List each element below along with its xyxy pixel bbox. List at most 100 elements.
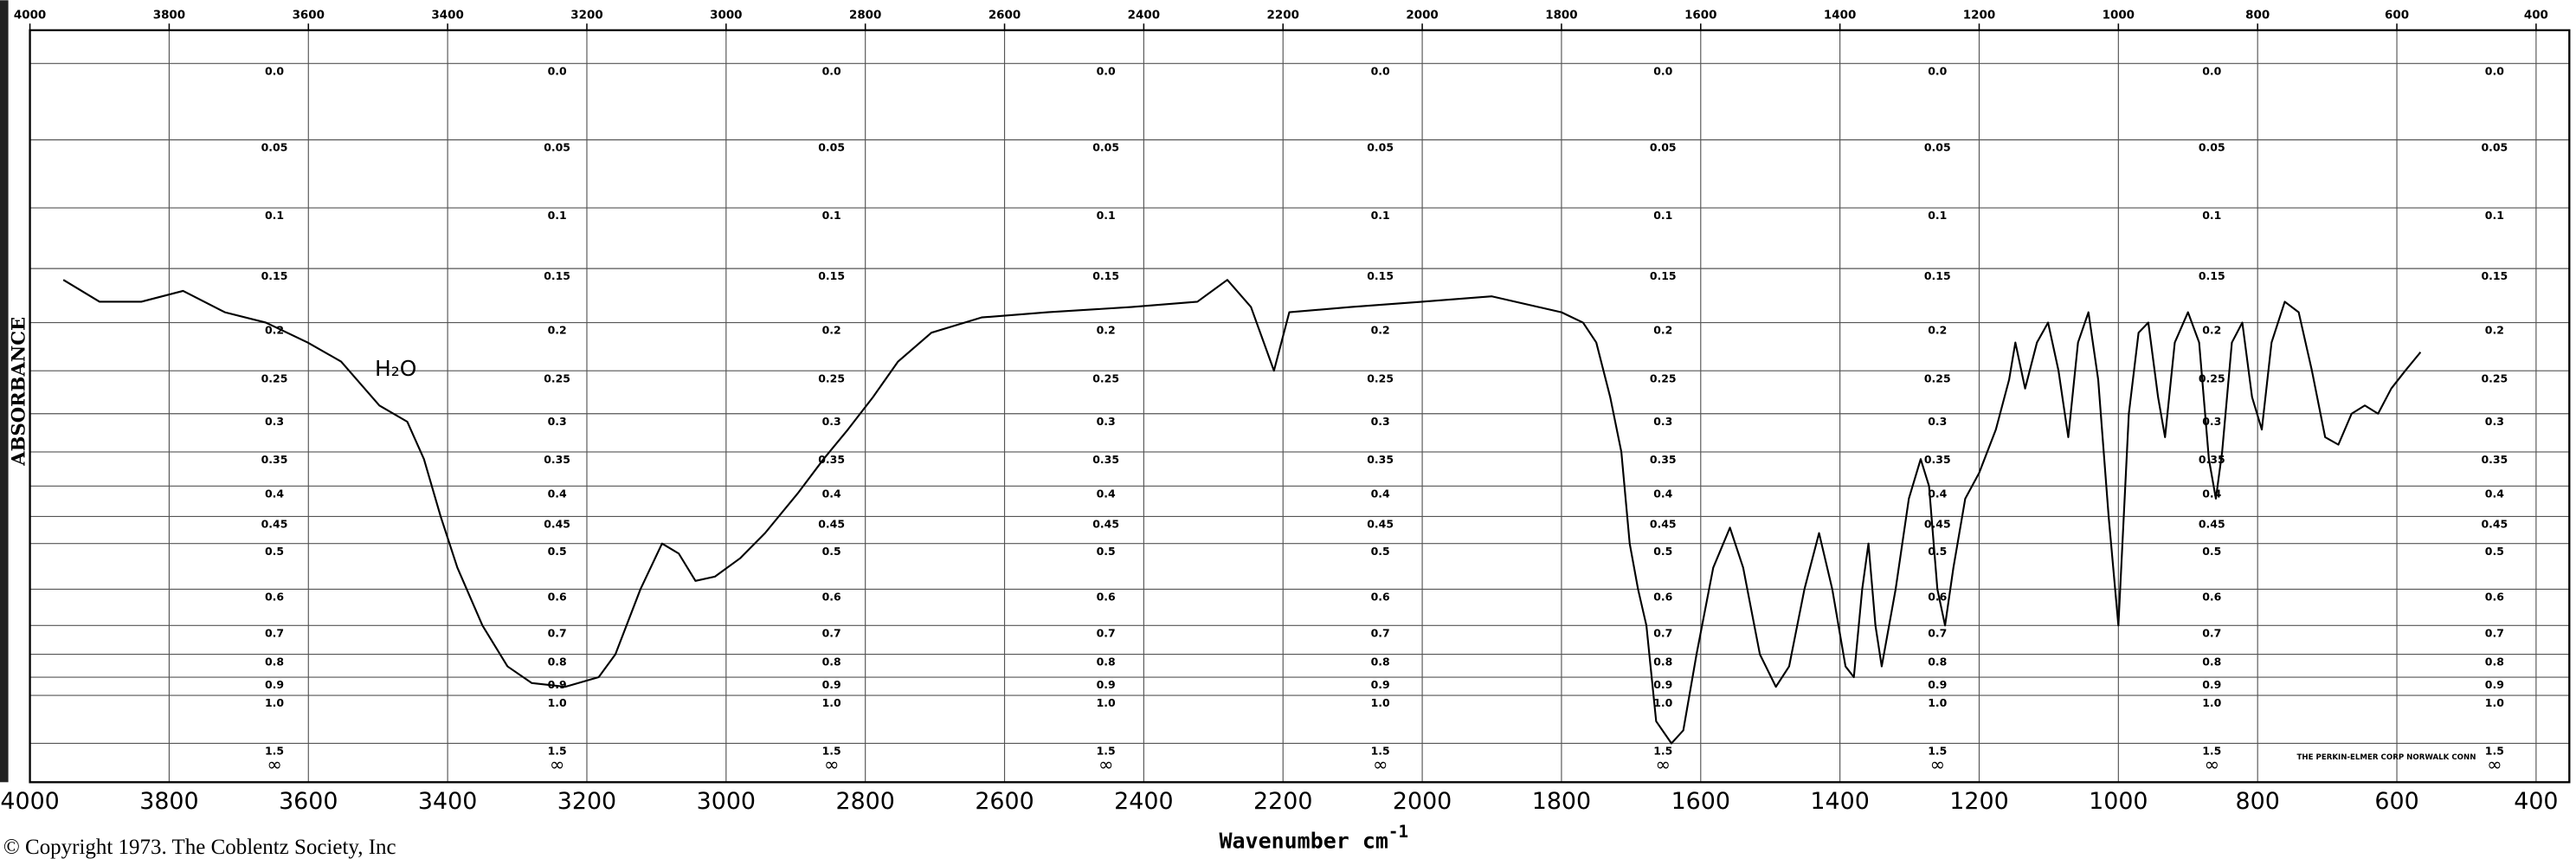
- y-bottom-label: ∞: [1929, 753, 1945, 775]
- y-bottom-label: ∞: [2487, 753, 2502, 775]
- y-tick-label: 0.3: [822, 415, 841, 428]
- y-tick-label: 0.0: [2485, 64, 2504, 77]
- y-tick-label: 0.9: [822, 678, 841, 691]
- y-tick-label: 1.0: [1653, 696, 1672, 709]
- y-tick-label: 0.0: [1928, 64, 1947, 77]
- x2-tick-label: 3800: [153, 10, 185, 23]
- y-tick-label: 0.3: [265, 415, 284, 428]
- y-tick-label: 0.5: [1097, 545, 1116, 558]
- y-tick-label: 0.0: [265, 64, 284, 77]
- y-tick-label: 0.8: [2202, 656, 2221, 668]
- x2-tick-label: 2000: [1406, 10, 1438, 23]
- y-tick-label: 0.8: [822, 656, 841, 668]
- x-tick-label: 3000: [697, 788, 756, 815]
- y-tick-label: 0.3: [1097, 415, 1116, 428]
- x2-tick-label: 400: [2524, 10, 2548, 23]
- y-tick-label: 0.0: [1371, 64, 1390, 77]
- y-tick-label: 0.35: [1924, 453, 1951, 466]
- y-tick-label: 0.4: [1653, 487, 1672, 500]
- y-tick-label: 0.45: [2199, 518, 2225, 531]
- y-tick-label: 0.35: [1650, 453, 1677, 466]
- y-tick-label: 1.0: [822, 696, 841, 709]
- y-tick-label: 0.35: [1367, 453, 1394, 466]
- y-tick-label: 1.0: [2485, 696, 2504, 709]
- y-bottom-label: ∞: [824, 753, 840, 775]
- x-tick-label: 1400: [1810, 788, 1869, 815]
- y-tick-label: 1.0: [548, 696, 567, 709]
- y-tick-label: 0.9: [265, 678, 284, 691]
- y-tick-label: 0.2: [2485, 324, 2504, 337]
- y-tick-label: 0.15: [818, 269, 845, 282]
- y-tick-label: 0.8: [2485, 656, 2504, 668]
- y-tick-label: 0.05: [1924, 141, 1951, 154]
- y-tick-label: 0.9: [1371, 678, 1390, 691]
- y-tick-label: 0.9: [1653, 678, 1672, 691]
- y-tick-label: 0.6: [1928, 591, 1947, 604]
- y-tick-label: 0.5: [1371, 545, 1390, 558]
- y-tick-label: 1.5: [2485, 745, 2504, 758]
- x-tick-label: 3800: [139, 788, 198, 815]
- y-tick-label: 0.4: [265, 487, 284, 500]
- y-bottom-label: ∞: [1098, 753, 1114, 775]
- y-tick-label: 0.15: [1924, 269, 1951, 282]
- y-tick-label: 0.3: [2485, 415, 2504, 428]
- y-tick-label: 0.15: [1367, 269, 1394, 282]
- y-tick-label: 0.5: [1653, 545, 1672, 558]
- y-tick-label: 0.1: [548, 209, 567, 222]
- y-tick-label: 0.4: [2202, 487, 2221, 500]
- x-tick-label: 2000: [1393, 788, 1452, 815]
- y-tick-label: 0.9: [2202, 678, 2221, 691]
- x2-tick-label: 2400: [1128, 10, 1160, 23]
- y-tick-label: 0.2: [1928, 324, 1947, 337]
- y-bottom-label: ∞: [267, 753, 282, 775]
- y-tick-label: 0.3: [1653, 415, 1672, 428]
- y-tick-label: 0.6: [1097, 591, 1116, 604]
- x-tick-label: 1800: [1532, 788, 1591, 815]
- y-tick-label: 0.0: [1097, 64, 1116, 77]
- x-axis-label-text: Wavenumber cm: [1219, 828, 1388, 853]
- y-tick-label: 0.15: [1650, 269, 1677, 282]
- y-tick-label: 0.4: [2485, 487, 2504, 500]
- y-tick-label: 0.0: [1653, 64, 1672, 77]
- y-tick-label: 0.6: [2202, 591, 2221, 604]
- y-tick-label: 0.6: [2485, 591, 2504, 604]
- y-tick-label: 1.0: [2202, 696, 2221, 709]
- y-tick-label: 0.05: [2481, 141, 2508, 154]
- y-tick-label: 0.1: [265, 209, 284, 222]
- x2-tick-label: 3400: [431, 10, 463, 23]
- y-tick-label: 0.4: [1097, 487, 1116, 500]
- y-tick-label: 0.5: [2202, 545, 2221, 558]
- x-tick-label: 4000: [0, 788, 59, 815]
- y-tick-label: 0.45: [1924, 518, 1951, 531]
- x2-tick-label: 1800: [1545, 10, 1577, 23]
- y-tick-label: 0.2: [1653, 324, 1672, 337]
- y-tick-label: 0.5: [2485, 545, 2504, 558]
- y-tick-label: 0.2: [822, 324, 841, 337]
- y-tick-label: 0.8: [1653, 656, 1672, 668]
- y-tick-label: 0.4: [1371, 487, 1390, 500]
- y-tick-label: 0.15: [2481, 269, 2508, 282]
- y-tick-label: 0.05: [2199, 141, 2225, 154]
- x2-tick-label: 1200: [1963, 10, 1995, 23]
- x-axis-label-superscript: -1: [1388, 821, 1408, 841]
- x2-tick-label: 2600: [989, 10, 1021, 23]
- y-tick-label: 0.45: [544, 518, 570, 531]
- y-tick-label: 0.7: [2485, 626, 2504, 639]
- x2-tick-label: 600: [2385, 10, 2409, 23]
- y-tick-label: 0.7: [1653, 626, 1672, 639]
- y-tick-label: 1.5: [1928, 745, 1947, 758]
- y-tick-label: 0.2: [265, 324, 284, 337]
- y-tick-label: 0.8: [1097, 656, 1116, 668]
- x-tick-label: 1200: [1949, 788, 2008, 815]
- y-tick-label: 0.7: [822, 626, 841, 639]
- y-tick-label: 0.5: [548, 545, 567, 558]
- y-tick-label: 1.5: [265, 745, 284, 758]
- y-tick-label: 0.15: [544, 269, 570, 282]
- y-tick-label: 0.25: [2199, 371, 2225, 384]
- x-tick-label: 3400: [418, 788, 477, 815]
- y-tick-label: 0.05: [818, 141, 845, 154]
- y-tick-label: 0.0: [822, 64, 841, 77]
- y-tick-label: 0.0: [2202, 64, 2221, 77]
